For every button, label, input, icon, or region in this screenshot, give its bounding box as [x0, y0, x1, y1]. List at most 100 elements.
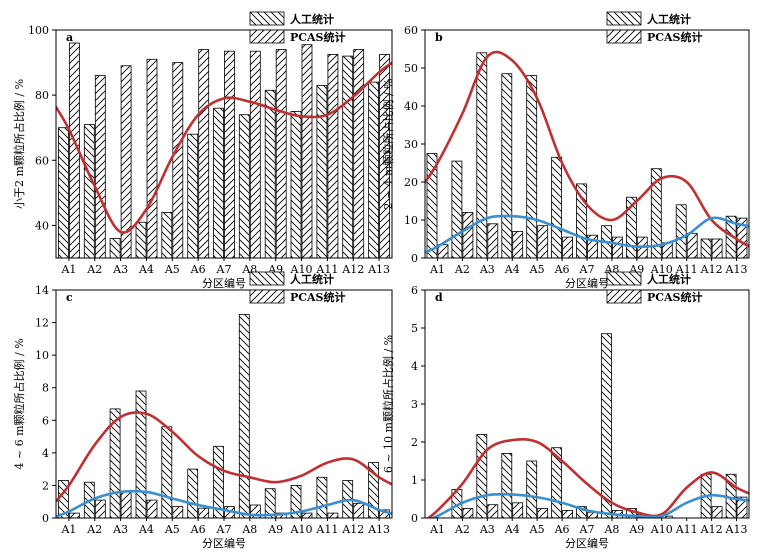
bar-backslash-A5 — [161, 426, 173, 518]
y-tick-label: 14 — [35, 284, 49, 297]
bar-backslash-A5 — [161, 211, 173, 258]
legend-label: 人工统计 — [647, 272, 691, 286]
bar-backslash-A13 — [368, 81, 380, 258]
x-tick-label: A6 — [554, 523, 570, 536]
x-tick-label: A3 — [112, 263, 128, 276]
x-tick-label: A1 — [60, 263, 76, 276]
y-tick-label: 2 — [411, 436, 418, 449]
bar-slash-A12 — [353, 502, 365, 518]
bar-backslash-A3 — [109, 238, 121, 258]
x-tick-label: A11 — [315, 263, 338, 276]
bar-slash-A5 — [172, 506, 184, 518]
y-tick-label: 60 — [35, 154, 49, 167]
bar-slash-A4 — [146, 499, 158, 518]
chart-panel-c: 0 2 4 6 8 10 12 14 A1 A2 A3 A4 A5 A6 A7 A8 A9 A10 A11 A12 A1… — [12, 271, 393, 550]
y-tick-label: 10 — [35, 349, 49, 362]
y-tick-label: 6 — [42, 414, 49, 427]
x-tick-label: A4 — [138, 523, 154, 536]
x-tick-label: A11 — [315, 523, 338, 536]
x-tick-label: A13 — [367, 263, 390, 276]
bar-backslash-A3 — [476, 52, 488, 258]
bar-backslash-A1 — [426, 153, 438, 258]
bar-backslash-A13 — [368, 462, 380, 518]
x-tick-label: A7 — [579, 523, 595, 536]
x-tick-label: A9 — [267, 523, 283, 536]
bar-slash-A5 — [537, 508, 549, 518]
bar-backslash-A9 — [264, 89, 276, 258]
y-tick-label: 20 — [404, 176, 418, 189]
bar-slash-A4 — [512, 502, 524, 518]
bar-slash-A6 — [562, 509, 573, 518]
y-tick-label: 2 — [42, 479, 49, 492]
x-tick-label: A6 — [190, 263, 206, 276]
x-tick-label: A12 — [341, 523, 364, 536]
legend: 人工统计 PCAS统计 — [606, 271, 703, 304]
legend-label: 人工统计 — [290, 12, 334, 26]
bar-slash-A6 — [198, 49, 210, 258]
y-tick-label: 4 — [42, 447, 49, 460]
x-tick-label: A5 — [529, 263, 545, 276]
x-tick-label: A13 — [367, 523, 390, 536]
bar-backslash-A4 — [501, 452, 513, 518]
x-tick-label: A5 — [164, 523, 180, 536]
x-tick-label: A7 — [579, 263, 595, 276]
y-tick-label: 10 — [404, 214, 418, 227]
bar-slash-A3 — [487, 223, 499, 258]
bar-slash-A3 — [120, 491, 132, 518]
bar-slash-A13 — [379, 54, 391, 258]
x-tick-label: A2 — [454, 523, 470, 536]
y-axis-title: 6 ~ 10 m颗粒所占比例 / % — [381, 335, 395, 473]
bar-slash-A5 — [172, 62, 184, 258]
bar-backslash-A7 — [213, 107, 224, 258]
x-tick-label: A3 — [479, 523, 495, 536]
x-tick-label: A2 — [454, 263, 470, 276]
x-tick-label: A10 — [650, 523, 673, 536]
x-tick-label: A6 — [190, 523, 206, 536]
panel-letter: a — [66, 31, 73, 44]
panel-letter: d — [435, 291, 443, 304]
y-tick-label: 50 — [404, 62, 418, 75]
x-tick-label: A2 — [86, 523, 102, 536]
y-axis-title: 2 ~ 4 m颗粒所占比例 / % — [381, 78, 395, 209]
bar-backslash-A4 — [501, 73, 513, 258]
legend-label: PCAS统计 — [647, 290, 703, 304]
bar-backslash-A11 — [675, 204, 687, 258]
x-tick-label: A1 — [60, 523, 76, 536]
x-axis-title: 分区编号 — [202, 276, 246, 290]
legend: 人工统计 PCAS统计 — [249, 11, 346, 44]
trend-curve-blue — [429, 492, 749, 518]
bar-slash-A10 — [301, 44, 313, 258]
legend-label: 人工统计 — [647, 12, 691, 26]
x-tick-label: A11 — [675, 523, 698, 536]
y-tick-label: 100 — [28, 24, 49, 37]
x-tick-label: A2 — [86, 263, 102, 276]
legend: 人工统计 PCAS统计 — [249, 271, 346, 304]
bar-backslash-A7 — [576, 183, 587, 258]
bar-slash-A2 — [94, 75, 106, 258]
bar-slash-A5 — [537, 225, 549, 258]
legend-swatch-slash — [249, 289, 285, 304]
x-tick-label: A10 — [290, 263, 313, 276]
bar-slash-A2 — [462, 211, 474, 258]
x-tick-label: A3 — [479, 263, 495, 276]
y-tick-label: 8 — [42, 382, 49, 395]
x-tick-label: A4 — [138, 263, 154, 276]
y-tick-label: 40 — [35, 219, 49, 232]
bar-slash-A6 — [562, 236, 573, 258]
x-tick-label: A4 — [504, 263, 520, 276]
plot-frame — [55, 289, 393, 519]
x-tick-label: A5 — [164, 263, 180, 276]
legend-label: 人工统计 — [290, 272, 334, 286]
bar-backslash-A8 — [238, 313, 250, 518]
y-tick-label: 80 — [35, 89, 49, 102]
bar-slash-A12 — [711, 506, 723, 518]
bar-slash-A12 — [353, 49, 365, 258]
bar-slash-A8 — [249, 504, 261, 518]
bar-slash-A2 — [94, 499, 106, 518]
x-tick-label: A12 — [700, 523, 723, 536]
chart-panel-d: 0 1 2 3 4 5 6 A1 A2 A3 A4 A5 A6 A7 A8 A9 A10 A11 A12 A13 分区编… — [381, 271, 750, 550]
bar-backslash-A6 — [187, 468, 199, 518]
bar-backslash-A10 — [290, 111, 302, 258]
